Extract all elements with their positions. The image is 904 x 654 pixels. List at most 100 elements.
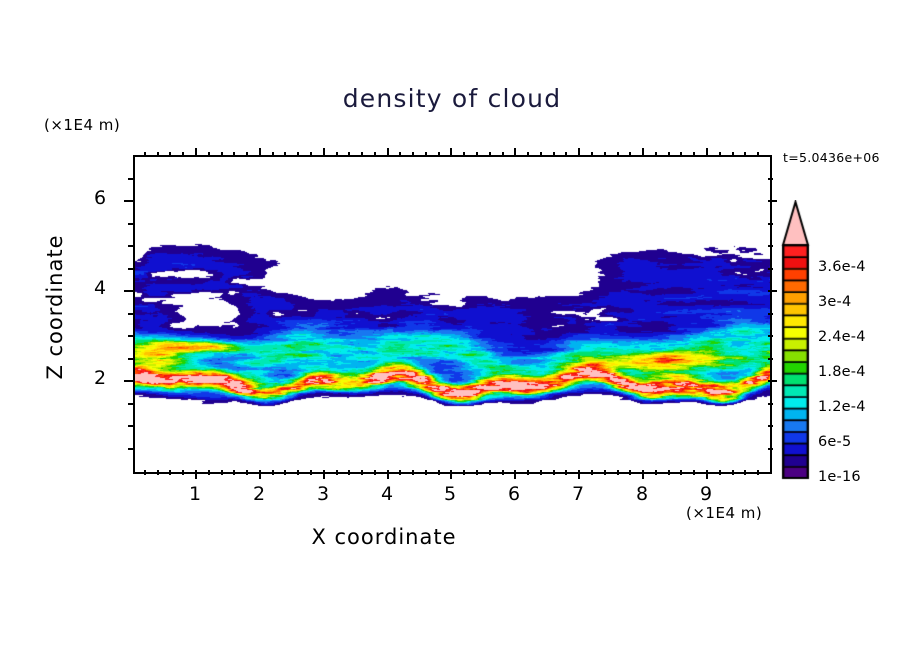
y-minor-tick — [128, 223, 133, 225]
plot-area — [133, 155, 772, 474]
x-minor-tick — [144, 470, 146, 475]
x-minor-tick — [476, 470, 478, 475]
x-minor-tick — [463, 470, 465, 475]
colorbar-tick-label: 3e-4 — [818, 294, 852, 311]
x-minor-tick-top — [540, 152, 542, 157]
x-minor-tick-top — [233, 152, 235, 157]
x-minor-tick — [604, 470, 606, 475]
colorbar-tick-label: 1.8e-4 — [818, 364, 866, 381]
x-major-tick — [323, 470, 325, 479]
x-minor-tick — [732, 470, 734, 475]
x-minor-tick-top — [182, 152, 184, 157]
x-minor-tick — [310, 470, 312, 475]
x-minor-tick — [272, 470, 274, 475]
x-minor-tick-top — [208, 152, 210, 157]
x-minor-tick-top — [527, 152, 529, 157]
x-major-tick — [259, 470, 261, 479]
x-minor-tick — [668, 470, 670, 475]
x-minor-tick — [744, 470, 746, 475]
x-tick-label: 2 — [252, 483, 266, 505]
x-major-tick — [642, 470, 644, 479]
x-minor-tick-top — [668, 152, 670, 157]
y-minor-tick-right — [768, 358, 773, 360]
x-minor-tick-top — [336, 152, 338, 157]
x-major-tick-top — [514, 148, 516, 157]
x-major-tick-top — [706, 148, 708, 157]
x-minor-tick — [182, 470, 184, 475]
x-minor-tick-top — [374, 152, 376, 157]
x-tick-label: 5 — [443, 483, 457, 505]
x-minor-tick — [233, 470, 235, 475]
x-minor-tick-top — [553, 152, 555, 157]
x-major-tick — [706, 470, 708, 479]
y-major-tick-right — [768, 200, 777, 202]
x-minor-tick-top — [361, 152, 363, 157]
x-minor-tick — [157, 470, 159, 475]
y-tick-label: 2 — [93, 367, 107, 389]
x-major-tick — [195, 470, 197, 479]
x-axis-unit-label: (×1E4 m) — [686, 504, 763, 522]
y-minor-tick-right — [768, 448, 773, 450]
y-minor-tick — [128, 178, 133, 180]
x-minor-tick-top — [348, 152, 350, 157]
x-minor-tick — [693, 470, 695, 475]
x-minor-tick — [617, 470, 619, 475]
colorbar-tick-label: 6e-5 — [818, 434, 852, 451]
x-major-tick-top — [578, 148, 580, 157]
x-minor-tick-top — [272, 152, 274, 157]
x-minor-tick — [719, 470, 721, 475]
z-axis-unit-label: (×1E4 m) — [44, 116, 121, 134]
y-major-tick — [124, 380, 133, 382]
x-minor-tick-top — [169, 152, 171, 157]
x-minor-tick — [502, 470, 504, 475]
x-minor-tick-top — [246, 152, 248, 157]
x-major-tick-top — [450, 148, 452, 157]
y-minor-tick-right — [768, 223, 773, 225]
y-major-tick — [124, 290, 133, 292]
time-annotation: t=5.0436e+06 — [783, 150, 880, 165]
x-major-tick — [387, 470, 389, 479]
x-major-tick — [514, 470, 516, 479]
page-title: density of cloud — [342, 84, 562, 113]
x-tick-label: 1 — [188, 483, 202, 505]
y-minor-tick-right — [768, 313, 773, 315]
y-minor-tick — [128, 425, 133, 427]
x-minor-tick — [246, 470, 248, 475]
x-minor-tick-top — [693, 152, 695, 157]
colorbar-tick-label: 1.2e-4 — [818, 399, 866, 416]
x-tick-label: 4 — [380, 483, 394, 505]
y-tick-label: 6 — [93, 187, 107, 209]
y-minor-tick-right — [768, 335, 773, 337]
x-minor-tick — [169, 470, 171, 475]
x-minor-tick — [565, 470, 567, 475]
colorbar-tick-label: 3.6e-4 — [818, 259, 866, 276]
x-major-tick-top — [195, 148, 197, 157]
x-minor-tick-top — [757, 152, 759, 157]
y-major-tick — [124, 200, 133, 202]
y-minor-tick — [128, 358, 133, 360]
x-major-tick-top — [387, 148, 389, 157]
x-minor-tick-top — [157, 152, 159, 157]
x-minor-tick — [412, 470, 414, 475]
x-minor-tick — [540, 470, 542, 475]
x-minor-tick-top — [399, 152, 401, 157]
x-minor-tick — [757, 470, 759, 475]
x-minor-tick-top — [463, 152, 465, 157]
x-minor-tick — [680, 470, 682, 475]
x-minor-tick-top — [221, 152, 223, 157]
y-major-tick-right — [768, 290, 777, 292]
x-major-tick-top — [642, 148, 644, 157]
x-minor-tick — [553, 470, 555, 475]
x-minor-tick-top — [489, 152, 491, 157]
y-major-tick-right — [768, 380, 777, 382]
colorbar-tick-label: 2.4e-4 — [818, 329, 866, 346]
x-major-tick — [578, 470, 580, 479]
y-minor-tick-right — [768, 403, 773, 405]
y-tick-label: 4 — [93, 277, 107, 299]
x-minor-tick-top — [144, 152, 146, 157]
y-minor-tick — [128, 403, 133, 405]
x-minor-tick-top — [719, 152, 721, 157]
x-minor-tick-top — [297, 152, 299, 157]
y-minor-tick — [128, 335, 133, 337]
y-minor-tick — [128, 245, 133, 247]
